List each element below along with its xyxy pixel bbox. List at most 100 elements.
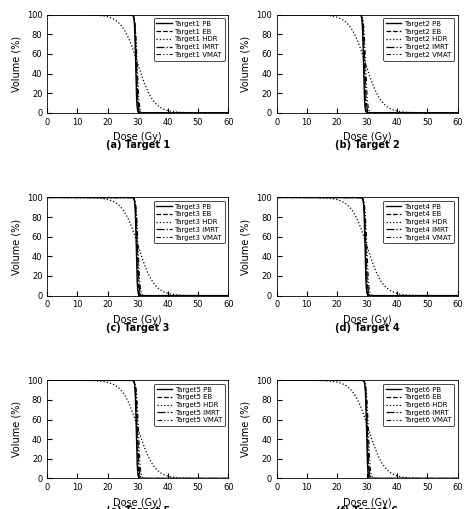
Target3 IMRT (225, 293, 231, 299)
Line: Target1 PB: Target1 PB (47, 15, 228, 113)
Target1 VMAT (187, 110, 192, 116)
Target1 VMAT (45, 12, 50, 18)
Target5 PB (220, 475, 226, 482)
Target5 IMRT (54, 377, 59, 383)
Target6 VMAT (283, 377, 289, 383)
Target6 PB (449, 475, 455, 482)
Target3 VMAT (54, 194, 59, 201)
Target3 PB (220, 293, 226, 299)
Target3 HDR (187, 292, 192, 298)
Target5 EB (132, 386, 138, 392)
Target6 IMRT (283, 377, 289, 383)
Target4 PB (274, 194, 280, 201)
Target4 EB (455, 293, 460, 299)
Target3 IMRT (45, 194, 50, 201)
Target2 EB (449, 110, 455, 116)
Target5 IMRT (220, 475, 226, 482)
Line: Target5 EB: Target5 EB (47, 380, 228, 478)
Target4 PB (357, 194, 363, 201)
Target5 HDR (54, 377, 59, 383)
Target1 VMAT (225, 110, 231, 116)
Line: Target1 EB: Target1 EB (47, 15, 228, 113)
Target6 PB (455, 475, 460, 482)
Target1 IMRT (220, 110, 226, 116)
Target2 IMRT (283, 12, 289, 18)
Target4 PB (362, 227, 367, 233)
Target5 IMRT (187, 475, 192, 482)
Target5 EB (220, 475, 226, 482)
Target6 IMRT (455, 475, 460, 482)
Target1 PB (220, 110, 226, 116)
Target3 EB (187, 293, 192, 299)
Target3 VMAT (132, 199, 138, 205)
Target2 PB (449, 110, 455, 116)
Target3 VMAT (187, 293, 192, 299)
Target6 EB (362, 380, 367, 386)
Target2 VMAT (357, 12, 363, 18)
Target1 IMRT (187, 110, 192, 116)
Legend: Target5 PB, Target5 EB, Target5 HDR, Target5 IMRT, Target5 VMAT: Target5 PB, Target5 EB, Target5 HDR, Tar… (154, 384, 225, 426)
Target2 VMAT (283, 12, 289, 18)
Target2 HDR (274, 12, 280, 18)
Target4 PB (449, 293, 455, 299)
Target6 VMAT (416, 475, 422, 482)
Target1 HDR (45, 12, 50, 18)
Legend: Target3 PB, Target3 EB, Target3 HDR, Target3 IMRT, Target3 VMAT: Target3 PB, Target3 EB, Target3 HDR, Tar… (154, 201, 225, 243)
Target1 HDR (187, 109, 192, 116)
Target6 HDR (357, 402, 363, 408)
Text: (a) Target 1: (a) Target 1 (106, 140, 170, 150)
Target5 HDR (128, 404, 133, 410)
Target5 IMRT (128, 377, 133, 383)
Target2 EB (449, 110, 455, 116)
Target6 IMRT (362, 380, 367, 386)
Target1 VMAT (132, 23, 138, 30)
Target2 IMRT (449, 110, 455, 116)
Line: Target6 EB: Target6 EB (277, 380, 457, 478)
Target4 IMRT (362, 211, 367, 217)
Target4 EB (283, 194, 289, 201)
Target1 VMAT (220, 110, 226, 116)
Target1 HDR (128, 40, 133, 46)
Line: Target6 HDR: Target6 HDR (277, 380, 457, 478)
Y-axis label: Volume (%): Volume (%) (240, 218, 250, 274)
Target3 HDR (220, 293, 226, 299)
Target2 HDR (455, 110, 460, 116)
Text: (e) Target 5: (e) Target 5 (106, 506, 170, 509)
Target4 IMRT (449, 293, 455, 299)
Target2 IMRT (274, 12, 280, 18)
Target6 EB (274, 377, 280, 383)
Target4 HDR (362, 236, 367, 242)
Target3 EB (225, 293, 231, 299)
Target2 VMAT (416, 110, 422, 116)
Target2 PB (449, 110, 455, 116)
Target4 PB (455, 293, 460, 299)
Target1 EB (220, 110, 226, 116)
Target6 VMAT (362, 379, 367, 385)
Target6 EB (449, 475, 455, 482)
Target1 PB (225, 110, 231, 116)
X-axis label: Dose (Gy): Dose (Gy) (113, 315, 162, 325)
Target1 HDR (54, 12, 59, 18)
Target2 EB (357, 12, 363, 18)
Target3 VMAT (128, 194, 133, 201)
Line: Target3 HDR: Target3 HDR (47, 197, 228, 296)
Target2 VMAT (274, 12, 280, 18)
Target3 PB (54, 194, 59, 201)
Text: (c) Target 3: (c) Target 3 (106, 323, 169, 333)
Target1 EB (225, 110, 231, 116)
Target1 IMRT (45, 12, 50, 18)
Target4 EB (449, 293, 455, 299)
Target3 EB (54, 194, 59, 201)
Target3 HDR (45, 194, 50, 201)
Target3 PB (128, 194, 133, 201)
Target6 HDR (283, 377, 289, 383)
Target5 VMAT (128, 377, 133, 383)
Target1 EB (187, 110, 192, 116)
Target6 PB (362, 380, 367, 386)
Target1 VMAT (128, 12, 133, 18)
Target4 IMRT (449, 293, 455, 299)
Target5 HDR (225, 475, 231, 482)
Legend: Target4 PB, Target4 EB, Target4 HDR, Target4 IMRT, Target4 VMAT: Target4 PB, Target4 EB, Target4 HDR, Tar… (383, 201, 454, 243)
Target1 HDR (132, 53, 138, 59)
Target2 EB (362, 79, 367, 85)
